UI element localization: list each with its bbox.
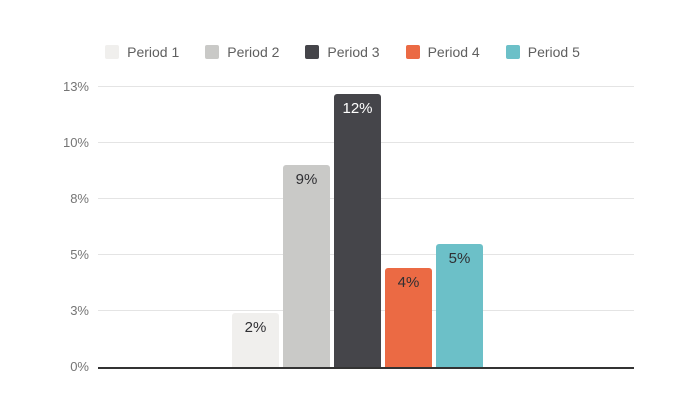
legend-item-period-3: Period 3 — [305, 44, 380, 60]
bar-period-4: 4% — [385, 268, 432, 367]
legend-label: Period 5 — [527, 44, 580, 60]
legend-label: Period 2 — [227, 44, 280, 60]
bar-data-label: 4% — [397, 274, 420, 292]
gridline — [98, 86, 634, 87]
legend-swatch-icon — [205, 45, 220, 59]
bar-data-label: 9% — [295, 171, 318, 189]
legend-swatch-icon — [105, 45, 120, 59]
bar-data-label: 5% — [448, 249, 471, 267]
y-axis-tick-label: 5% — [70, 247, 89, 262]
y-axis-tick-label: 10% — [62, 135, 89, 150]
bar-period-1: 2% — [232, 313, 279, 367]
bar-period-5: 5% — [436, 243, 483, 367]
legend-swatch-icon — [405, 45, 420, 59]
y-axis-tick-label: 8% — [70, 191, 89, 206]
y-axis-tick-label: 3% — [70, 303, 89, 318]
bar-data-label: 2% — [244, 319, 267, 337]
bar-period-2: 9% — [283, 165, 330, 367]
bar-data-label: 12% — [342, 99, 373, 117]
chart-legend: Period 1 Period 2 Period 3 Period 4 Period 5 — [0, 44, 685, 60]
legend-swatch-icon — [305, 45, 320, 59]
legend-label: Period 3 — [327, 44, 380, 60]
legend-item-period-4: Period 4 — [405, 44, 480, 60]
legend-item-period-1: Period 1 — [105, 44, 179, 60]
legend-item-period-5: Period 5 — [505, 44, 580, 60]
y-axis-tick-label: 13% — [62, 79, 89, 94]
bar-period-3: 12% — [334, 93, 381, 367]
legend-label: Period 4 — [427, 44, 480, 60]
legend-label: Period 1 — [127, 44, 180, 60]
y-axis-tick-label: 0% — [70, 359, 89, 374]
legend-swatch-icon — [505, 45, 520, 59]
plot-area: 2% 9% 12% 4% 5% — [98, 86, 634, 369]
legend-item-period-2: Period 2 — [205, 44, 279, 60]
